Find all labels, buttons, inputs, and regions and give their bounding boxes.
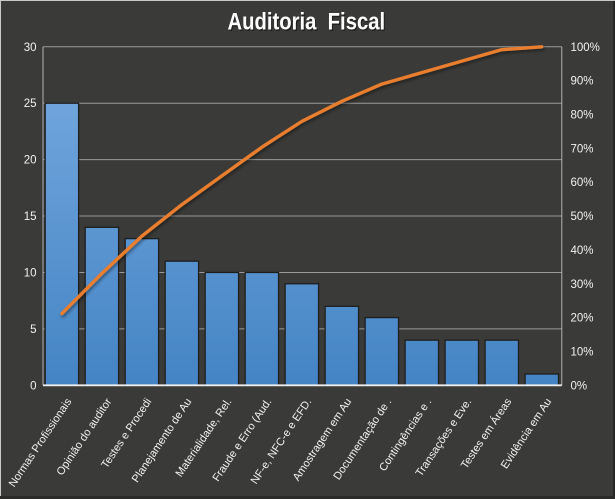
svg-text:20%: 20% [571, 313, 594, 325]
svg-text:10: 10 [24, 268, 37, 280]
svg-text:60%: 60% [571, 177, 594, 189]
svg-text:Auditoria Fiscal: Auditoria Fiscal [229, 9, 387, 36]
svg-text:100%: 100% [571, 42, 600, 54]
svg-text:15: 15 [24, 211, 37, 223]
svg-text:80%: 80% [571, 110, 594, 122]
svg-text:30%: 30% [571, 279, 594, 291]
svg-text:20: 20 [24, 155, 37, 167]
svg-text:40%: 40% [571, 245, 594, 257]
svg-text:70%: 70% [571, 143, 594, 155]
svg-text:25: 25 [24, 98, 37, 110]
svg-text:90%: 90% [571, 76, 594, 88]
svg-text:Auditoria Fiscal: Auditoria Fiscal [227, 8, 385, 35]
svg-text:5: 5 [30, 324, 36, 336]
svg-text:0: 0 [30, 380, 36, 392]
svg-text:10%: 10% [571, 346, 594, 358]
svg-text:30: 30 [24, 42, 37, 54]
svg-text:0%: 0% [571, 380, 588, 392]
svg-text:50%: 50% [571, 211, 594, 223]
